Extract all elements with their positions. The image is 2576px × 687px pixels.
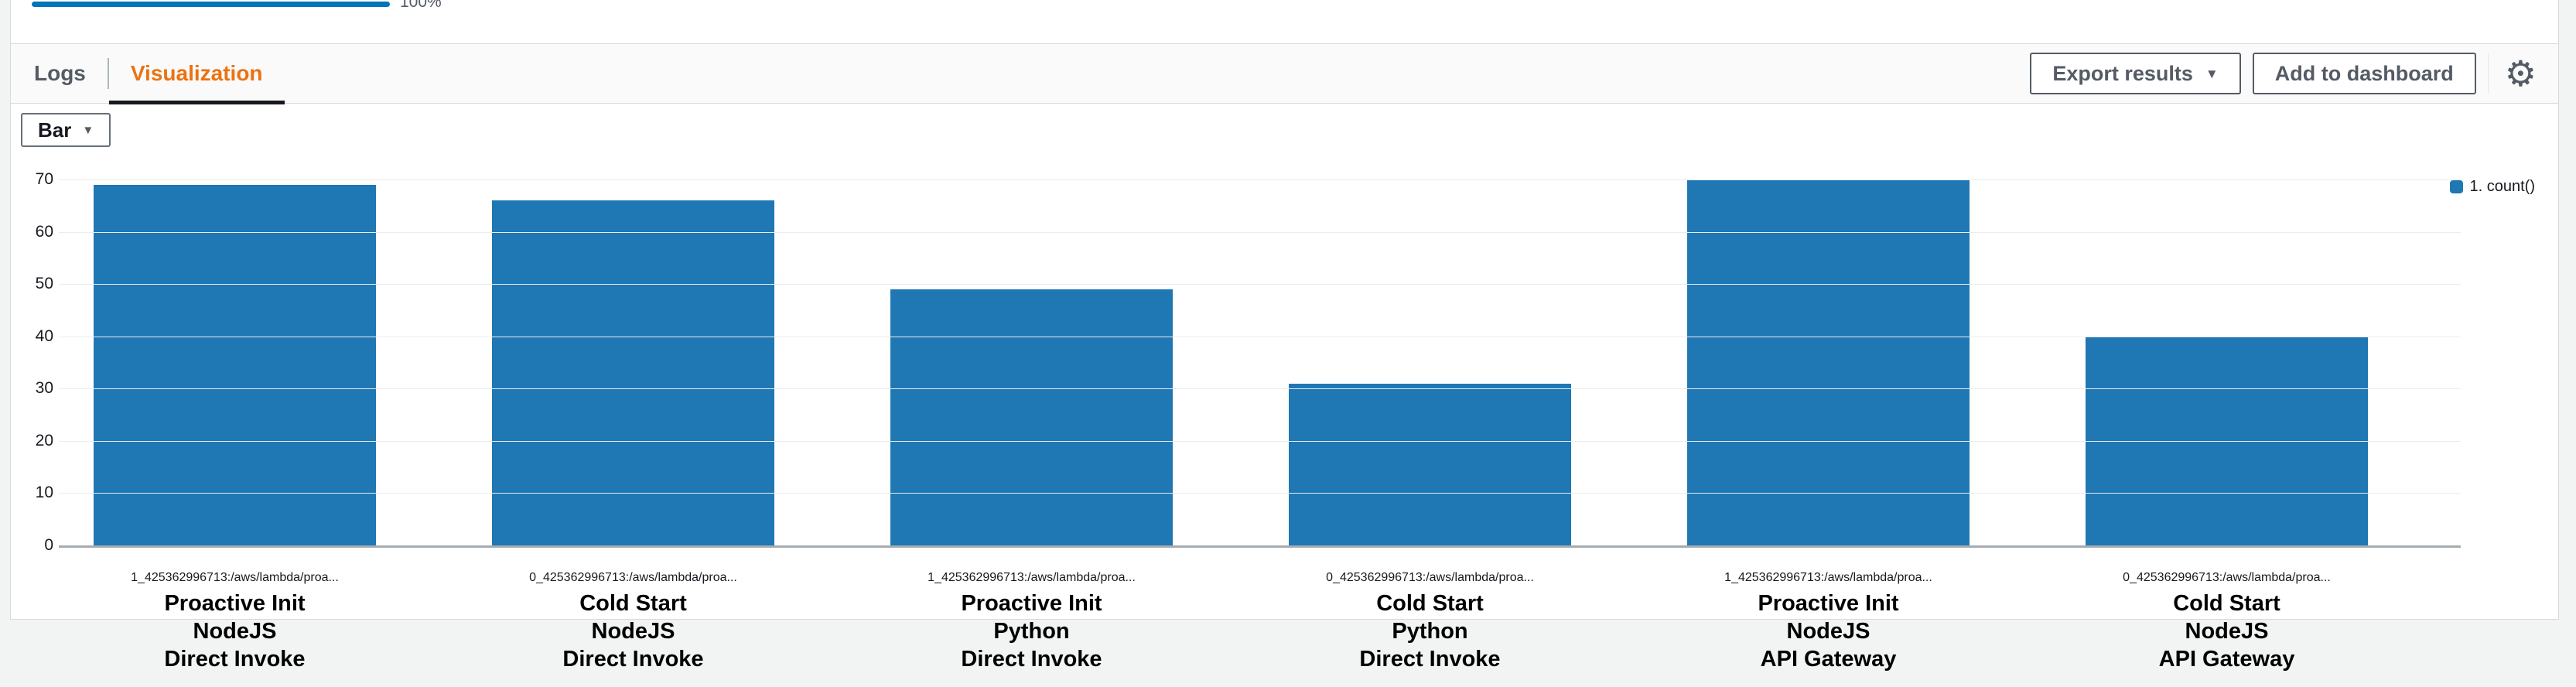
y-tick-label: 70	[35, 170, 53, 188]
bar-3[interactable]	[1288, 383, 1572, 545]
y-tick-label: 60	[35, 222, 53, 241]
category-annotation: API Gateway	[2158, 647, 2295, 672]
gridline	[59, 388, 2461, 390]
tab-visualization[interactable]: Visualization	[108, 44, 285, 104]
tab-logs-label: Logs	[34, 61, 86, 85]
category-annotation: Proactive Init	[961, 591, 1102, 616]
chart-type-selector[interactable]: Bar ▼	[21, 113, 111, 147]
category-annotation: Direct Invoke	[961, 647, 1102, 672]
bar-slot	[36, 179, 434, 545]
y-tick-label: 0	[44, 536, 53, 554]
add-to-dashboard-button[interactable]: Add to dashboard	[2252, 53, 2476, 94]
gridline	[59, 179, 2461, 180]
plot-area: 1_425362996713:/aws/lambda/proa... Proact…	[59, 179, 2461, 672]
x-label-slot: 1_425362996713:/aws/lambda/proa... Proact…	[36, 571, 434, 673]
x-label-slot: 1_425362996713:/aws/lambda/proa... Proact…	[832, 571, 1231, 673]
x-axis-label: 1_425362996713:/aws/lambda/proa...	[131, 571, 339, 584]
tab-divider	[107, 58, 109, 89]
bar-0[interactable]	[93, 184, 377, 545]
x-axis-label: 1_425362996713:/aws/lambda/proa...	[1724, 571, 1932, 584]
tab-logs[interactable]: Logs	[12, 44, 108, 103]
add-to-dashboard-label: Add to dashboard	[2274, 61, 2454, 85]
query-progress-percent: 100%	[400, 0, 442, 11]
y-tick-label: 50	[35, 275, 53, 293]
results-tab-bar: Logs Visualization Export results ▼ Add …	[11, 44, 2558, 104]
bar-slot	[1231, 179, 1629, 545]
export-results-button[interactable]: Export results ▼	[2030, 53, 2241, 94]
caret-down-icon: ▼	[2205, 66, 2219, 81]
tab-visualization-label: Visualization	[130, 61, 263, 85]
x-label-slot: 0_425362996713:/aws/lambda/proa... Cold S…	[1231, 571, 1629, 673]
chart-type-label: Bar	[38, 118, 72, 142]
x-axis-label: 1_425362996713:/aws/lambda/proa...	[928, 571, 1136, 584]
visualization-area: Bar ▼ 0 10 20 30 40 50 60 70 1_425362996713:/aw…	[11, 104, 2558, 672]
x-axis-label: 0_425362996713:/aws/lambda/proa...	[2123, 571, 2331, 584]
bar-slot	[1629, 179, 2028, 545]
x-label-slot: 0_425362996713:/aws/lambda/proa... Cold S…	[2028, 571, 2426, 673]
category-annotation: Python	[993, 619, 1070, 644]
x-axis-labels: 1_425362996713:/aws/lambda/proa... Proact…	[36, 571, 2426, 673]
gridline	[59, 493, 2461, 494]
legend-swatch	[2449, 180, 2463, 193]
category-annotation: Cold Start	[2173, 591, 2280, 616]
category-annotation: Direct Invoke	[164, 647, 306, 672]
category-annotation: NodeJS	[193, 619, 277, 644]
bars	[36, 179, 2426, 545]
gridline	[59, 440, 2461, 442]
y-axis: 0 10 20 30 40 50 60 70	[11, 170, 53, 554]
category-annotation: API Gateway	[1760, 647, 1897, 672]
category-annotation: NodeJS	[2185, 619, 2269, 644]
category-annotation: Python	[1392, 619, 1468, 644]
bar-2[interactable]	[890, 289, 1174, 545]
category-annotation: Proactive Init	[164, 591, 306, 616]
bar-4[interactable]	[1686, 179, 1970, 545]
category-annotation: Direct Invoke	[1359, 647, 1501, 672]
export-results-label: Export results	[2052, 61, 2193, 85]
y-tick-label: 10	[35, 484, 53, 502]
category-annotation: NodeJS	[1786, 619, 1871, 644]
bar-1[interactable]	[491, 200, 775, 545]
query-progress-panel: 100%	[10, 0, 2559, 44]
bar-slot	[832, 179, 1231, 545]
category-annotation: Cold Start	[579, 591, 687, 616]
category-annotation: Cold Start	[1376, 591, 1484, 616]
category-annotation: Proactive Init	[1758, 591, 1899, 616]
gridline	[59, 284, 2461, 285]
y-tick-label: 30	[35, 379, 53, 398]
results-toolbar: Export results ▼ Add to dashboard ⚙	[2030, 53, 2541, 94]
x-label-slot: 0_425362996713:/aws/lambda/proa... Cold S…	[434, 571, 832, 673]
x-axis-label: 0_425362996713:/aws/lambda/proa...	[529, 571, 737, 584]
x-axis-label: 0_425362996713:/aws/lambda/proa...	[1326, 571, 1534, 584]
gear-icon[interactable]: ⚙	[2500, 56, 2541, 91]
bar-slot	[2028, 179, 2426, 545]
gridline	[59, 231, 2461, 233]
x-axis-baseline	[59, 545, 2461, 548]
bar-slot	[434, 179, 832, 545]
results-card: Logs Visualization Export results ▼ Add …	[10, 44, 2559, 672]
toolbar-divider	[2487, 53, 2489, 94]
y-tick-label: 40	[35, 326, 53, 345]
chart-legend[interactable]: 1. count()	[2449, 178, 2535, 196]
caret-down-icon: ▼	[82, 123, 94, 137]
y-tick-label: 20	[35, 431, 53, 449]
category-annotation: NodeJS	[591, 619, 675, 644]
x-label-slot: 1_425362996713:/aws/lambda/proa... Proact…	[1629, 571, 2028, 673]
query-progress-bar	[32, 2, 390, 7]
category-annotation: Direct Invoke	[562, 647, 704, 672]
legend-label: 1. count()	[2469, 178, 2535, 195]
